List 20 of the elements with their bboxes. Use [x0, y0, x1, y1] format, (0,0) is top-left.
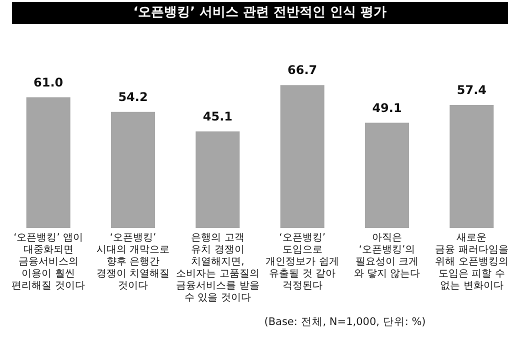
x-tick-label: ‘오픈뱅킹’ 도입으로 개인정보가 쉽게 유출될 것 같아 걱정된다: [266, 232, 339, 292]
data-label: 49.1: [372, 100, 402, 115]
data-label: 54.2: [118, 90, 148, 104]
data-label: 61.0: [34, 75, 64, 90]
x-tick-label: 새로운 금융 패러다임을 위해 오픈뱅킹의 도입은 피할 수 없는 변화이다: [435, 232, 508, 292]
data-label: 66.7: [288, 63, 318, 78]
x-tick-label: ‘오픈뱅킹’ 앱이 대중화되면 금융서비스의 이용이 훨씬 편리해질 것이다: [12, 232, 85, 292]
bar: [450, 105, 494, 228]
text: (Base: 전체, N=1,000, 단위: %): [263, 315, 427, 329]
bar: [196, 131, 240, 228]
x-tick-label: 은행의 고객 유치 경쟁이 치열해지면, 소비자는 고품질의 금융서비스를 받을 수 있을 것이다: [176, 232, 260, 304]
data-label: 57.4: [456, 83, 486, 98]
bar: [364, 122, 410, 228]
x-tick-label: 아직은 ‘오픈뱅킹’의 필요성이 크게 와 닿지 않는다: [354, 232, 420, 280]
bar: [26, 97, 70, 228]
bar: [280, 85, 324, 228]
data-label: 45.1: [202, 109, 232, 124]
x-tick-label: ‘오픈뱅킹’ 시대의 개막으로 향후 은행간 경쟁이 치열해질 것이다: [96, 232, 170, 292]
bar: [110, 112, 156, 228]
chart-title: ‘오픈뱅킹’ 서비스 관련 전반적인 인식 평가: [12, 2, 508, 24]
